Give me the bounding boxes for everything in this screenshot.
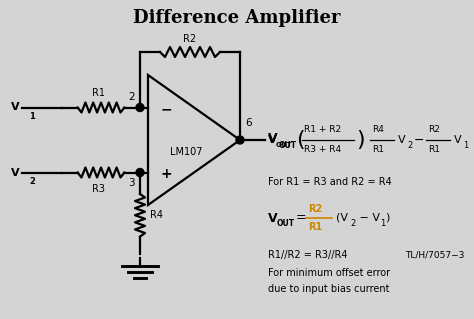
Text: 1: 1: [380, 219, 385, 227]
Text: OUT: OUT: [276, 142, 292, 148]
Text: OUT: OUT: [277, 219, 295, 227]
Text: TL/H/7057−3: TL/H/7057−3: [405, 250, 464, 259]
Text: R4: R4: [150, 210, 163, 220]
Text: (V: (V: [336, 213, 348, 223]
Text: 2: 2: [407, 140, 412, 150]
Text: R4: R4: [372, 125, 384, 135]
Text: V: V: [268, 132, 278, 145]
Text: V: V: [268, 211, 278, 225]
Text: V: V: [11, 167, 20, 177]
Text: =: =: [296, 211, 307, 225]
Text: R1 + R2: R1 + R2: [304, 125, 341, 135]
Text: For R1 = R3 and R2 = R4: For R1 = R3 and R2 = R4: [268, 177, 392, 187]
Text: R1: R1: [308, 222, 322, 232]
Text: ): ): [385, 213, 389, 223]
Text: V: V: [11, 102, 20, 113]
Text: (: (: [296, 130, 305, 150]
Text: due to input bias current: due to input bias current: [268, 284, 390, 294]
Text: R2: R2: [428, 125, 440, 135]
Text: R1: R1: [372, 145, 384, 154]
Text: ): ): [356, 130, 365, 150]
Text: 2: 2: [350, 219, 355, 227]
Text: OUT: OUT: [279, 140, 297, 150]
Text: R3: R3: [92, 184, 106, 195]
Circle shape: [136, 168, 144, 176]
Circle shape: [236, 136, 244, 144]
Text: R1//R2 = R3//R4: R1//R2 = R3//R4: [268, 250, 347, 260]
Text: 2: 2: [29, 177, 35, 186]
Text: V: V: [268, 135, 277, 145]
Text: R1: R1: [428, 145, 440, 154]
Text: For minimum offset error: For minimum offset error: [268, 268, 390, 278]
Text: R2: R2: [308, 204, 322, 214]
Text: − V: − V: [356, 213, 380, 223]
Text: −: −: [160, 102, 172, 116]
Text: R1: R1: [92, 87, 106, 98]
Text: LM107: LM107: [170, 147, 202, 157]
Text: R2: R2: [183, 34, 197, 44]
Text: 3: 3: [128, 177, 135, 188]
Text: V: V: [454, 135, 462, 145]
Text: −: −: [414, 133, 425, 146]
Text: 1: 1: [29, 112, 35, 121]
Text: Difference Amplifier: Difference Amplifier: [133, 9, 341, 27]
Text: 2: 2: [128, 93, 135, 102]
Text: 1: 1: [463, 140, 468, 150]
Text: R3 + R4: R3 + R4: [304, 145, 341, 154]
Circle shape: [136, 103, 144, 112]
Text: +: +: [160, 167, 172, 182]
Text: V: V: [398, 135, 406, 145]
Text: 6: 6: [245, 118, 252, 128]
